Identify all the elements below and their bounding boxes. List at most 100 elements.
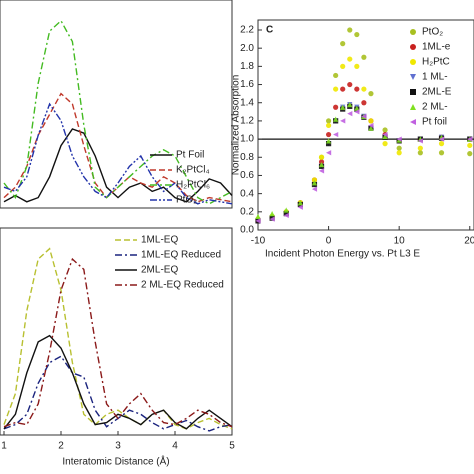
legend-label: PtO₂ xyxy=(176,195,197,206)
marker xyxy=(283,207,289,213)
marker xyxy=(318,161,325,168)
x-tick-label: 1 xyxy=(1,441,7,452)
panel-label: C xyxy=(266,25,273,36)
legend-label: PtO₂ xyxy=(422,27,443,38)
legend-label: 2 ML- xyxy=(422,102,448,113)
legend-label: 2ML-EQ xyxy=(141,265,178,276)
legend-label: 2ML-E xyxy=(422,87,452,98)
y-tick-label: 0.0 xyxy=(240,225,254,236)
marker xyxy=(361,86,367,92)
marker xyxy=(333,104,339,110)
y-tick-label: 1.6 xyxy=(240,79,254,90)
x-tick-label: 4 xyxy=(172,441,178,452)
marker xyxy=(340,63,346,69)
x-tick-label: 10 xyxy=(394,236,406,247)
marker xyxy=(368,125,374,131)
marker xyxy=(382,141,388,147)
marker xyxy=(318,168,325,174)
y-axis-label: Normalized Absorption xyxy=(231,75,242,176)
x-tick-label: 20 xyxy=(464,236,474,247)
marker xyxy=(467,142,473,149)
marker xyxy=(347,101,353,108)
marker xyxy=(354,105,360,111)
x-tick-label: 3 xyxy=(115,441,121,452)
marker xyxy=(361,54,367,60)
marker xyxy=(368,91,374,97)
marker xyxy=(325,150,332,156)
marker xyxy=(311,180,318,186)
legend-label: 1 ML- xyxy=(422,72,448,83)
legend-label: Pt foil xyxy=(422,117,447,128)
legend-marker xyxy=(410,104,416,110)
marker xyxy=(325,138,332,144)
legend-label: K₂PtCl₄ xyxy=(176,165,210,176)
legend-label: H₂PtCl₆ xyxy=(176,180,210,191)
marker xyxy=(396,150,402,156)
y-tick-label: 0.8 xyxy=(240,152,254,163)
y-tick-label: 0.4 xyxy=(240,188,254,199)
marker xyxy=(340,104,346,110)
series-line xyxy=(3,257,233,428)
x-tick-label: -10 xyxy=(251,236,266,247)
marker xyxy=(297,200,303,206)
y-tick-label: 2.0 xyxy=(240,43,254,54)
marker xyxy=(318,154,325,160)
marker xyxy=(396,136,402,142)
marker xyxy=(347,27,353,33)
marker xyxy=(255,218,261,224)
y-tick-label: 0.6 xyxy=(240,170,254,181)
series-line xyxy=(3,128,233,203)
legend-marker xyxy=(410,29,416,35)
y-tick-label: 1.2 xyxy=(240,116,254,127)
marker xyxy=(438,150,445,156)
y-tick-label: 0.2 xyxy=(240,206,254,217)
legend-marker xyxy=(410,74,416,80)
marker xyxy=(269,216,275,222)
marker xyxy=(255,213,261,219)
marker xyxy=(354,86,360,92)
marker xyxy=(283,211,289,217)
marker xyxy=(368,118,374,124)
marker xyxy=(325,141,332,147)
series-line xyxy=(3,247,233,430)
marker xyxy=(325,131,332,138)
x-tick-label: 0 xyxy=(326,236,332,247)
marker xyxy=(347,56,353,62)
marker xyxy=(347,81,353,88)
marker xyxy=(467,151,473,157)
legend-marker xyxy=(410,59,416,65)
marker xyxy=(361,113,367,119)
marker xyxy=(368,122,374,129)
y-tick-label: 1.8 xyxy=(240,61,254,72)
plot-frame xyxy=(0,0,233,209)
marker xyxy=(325,118,332,124)
legend-label: 1ML-e xyxy=(422,42,451,53)
marker xyxy=(347,111,353,117)
legend-marker xyxy=(410,44,416,50)
marker xyxy=(311,186,318,192)
marker xyxy=(467,136,473,142)
legend-marker xyxy=(410,89,416,95)
series-line xyxy=(3,334,233,430)
marker xyxy=(382,133,388,139)
x-axis-label: Interatomic Distance (Å) xyxy=(62,455,169,468)
marker xyxy=(311,177,318,183)
marker xyxy=(340,118,346,124)
legend-label: 2 ML-EQ Reduced xyxy=(141,280,224,291)
legend-label: Pt Foil xyxy=(176,150,204,161)
marker xyxy=(333,72,339,79)
marker xyxy=(354,31,360,38)
series-line xyxy=(3,92,233,203)
series-line xyxy=(3,19,233,205)
y-tick-label: 1.4 xyxy=(240,97,254,108)
marker xyxy=(417,138,423,144)
legend-label: 1ML-EQ Reduced xyxy=(141,250,221,261)
marker xyxy=(382,131,388,138)
marker xyxy=(438,141,445,147)
x-axis-label: Incident Photon Energy vs. Pt L3 E xyxy=(265,249,420,260)
marker xyxy=(438,136,445,142)
marker xyxy=(318,159,325,165)
legend-marker xyxy=(410,119,416,125)
marker xyxy=(354,63,360,69)
